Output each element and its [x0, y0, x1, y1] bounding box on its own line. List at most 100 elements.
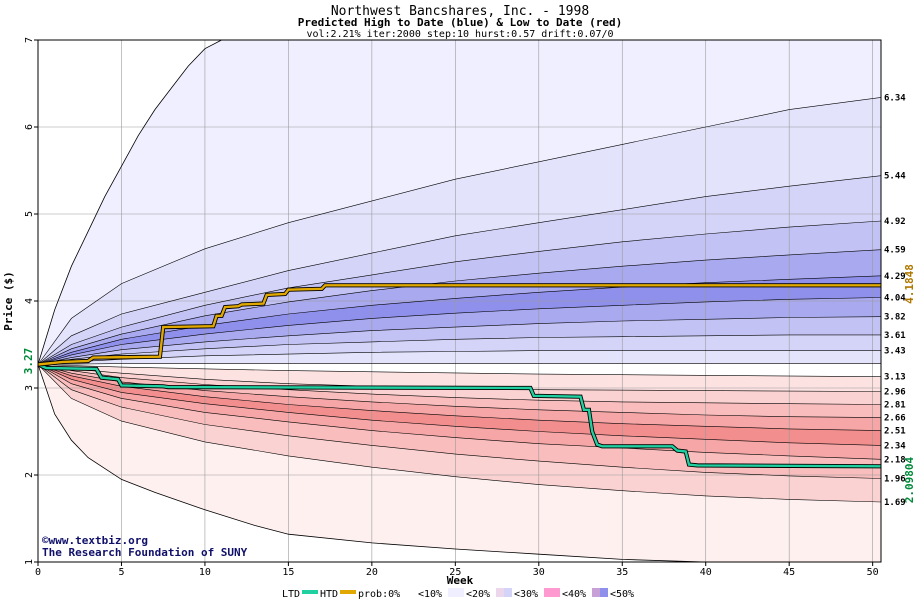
legend-item-label-4: <50% — [610, 589, 634, 600]
band-line-18 — [37, 364, 882, 503]
x-tick-label-40: 40 — [700, 567, 712, 578]
band-fill-high-7 — [38, 334, 881, 365]
band-fill-high-0 — [38, 97, 881, 365]
chart-params: vol:2.21% iter:2000 step:10 hurst:0.57 d… — [306, 29, 613, 40]
band-fill-high-2 — [38, 221, 881, 365]
band-line-outer-low — [37, 364, 706, 563]
band-line-14 — [37, 364, 882, 431]
band-end-label-10: 3.13 — [884, 373, 906, 383]
band-end-label-13: 2.66 — [884, 414, 906, 424]
band-end-label-3: 4.59 — [884, 246, 906, 256]
band-end-label-2: 4.92 — [884, 217, 906, 227]
band-line-5 — [37, 297, 882, 365]
legend-swatch-a-1 — [448, 588, 456, 597]
band-line-10 — [37, 364, 882, 378]
legend-swatch-b-4 — [600, 588, 608, 597]
band-end-label-12: 2.81 — [884, 401, 906, 411]
htd-final-label: 4.1848 — [903, 264, 916, 304]
y-tick-label-4: 4 — [24, 298, 35, 304]
band-fill-high-5 — [38, 297, 881, 365]
ltd-final-label: 2.09804 — [903, 456, 916, 503]
x-tick-label-35: 35 — [616, 567, 628, 578]
band-line-7 — [37, 334, 881, 365]
band-end-label-16: 2.18 — [884, 455, 906, 465]
band-end-label-6: 3.82 — [884, 313, 906, 323]
credit-org: The Research Foundation of SUNY — [42, 546, 248, 559]
band-line-1 — [37, 175, 882, 365]
band-end-label-18: 1.69 — [884, 498, 906, 508]
band-end-label-7: 3.61 — [884, 331, 906, 341]
legend-swatch-a-4 — [592, 588, 600, 597]
y-tick-label-3: 3 — [24, 385, 35, 391]
band-fill-high-outer — [38, 40, 881, 365]
band-fill-low-5 — [38, 364, 881, 460]
legend-swatch-a-0 — [400, 588, 408, 597]
y-tick-label-1: 1 — [24, 559, 35, 565]
band-line-6 — [37, 316, 882, 365]
x-tick-label-5: 5 — [118, 567, 124, 578]
band-end-label-14: 2.51 — [884, 427, 906, 437]
legend-prob-items: <10% <20% <30% <40% <50% — [400, 588, 634, 600]
band-fill-low-1 — [38, 364, 881, 405]
legend-swatch-b-2 — [504, 588, 512, 597]
band-end-label-1: 5.44 — [884, 172, 906, 182]
band-fill-high-6 — [38, 316, 881, 365]
y-tick-label-5: 5 — [24, 211, 35, 217]
band-end-label-17: 1.96 — [884, 474, 906, 484]
legend-swatch-b-0 — [408, 588, 416, 597]
legend-htd-swatch — [340, 590, 356, 594]
legend-item-label-3: <40% — [562, 589, 586, 600]
x-tick-label-50: 50 — [867, 567, 879, 578]
x-tick-label-45: 45 — [783, 567, 795, 578]
y-tick-label-7: 7 — [24, 37, 35, 43]
band-end-label-11: 2.96 — [884, 387, 906, 397]
band-fill-middle — [38, 363, 881, 377]
x-tick-label-20: 20 — [366, 567, 378, 578]
y-tick-label-6: 6 — [24, 124, 35, 130]
band-end-labels: 6.34 5.44 4.92 4.59 4.29 4.04 3.82 3.61 3.43 3.13… — [884, 93, 906, 508]
x-tick-label-0: 0 — [35, 567, 41, 578]
band-fill-low-4 — [38, 364, 881, 446]
legend-swatch-b-3 — [552, 588, 560, 597]
x-tick-label-25: 25 — [449, 567, 461, 578]
band-fill-low-7 — [38, 364, 881, 502]
band-fill-high-8 — [38, 350, 881, 365]
x-tick-label-30: 30 — [533, 567, 545, 578]
band-fill-high-1 — [38, 175, 881, 365]
band-line-outer-high — [37, 39, 222, 365]
credit-url: ©www.textbiz.org — [42, 534, 148, 547]
band-line-8 — [37, 350, 881, 365]
legend-htd-label: HTD — [320, 589, 338, 600]
band-line-0 — [37, 97, 882, 365]
legend-item-label-2: <30% — [514, 589, 538, 600]
band-fill-low-2 — [38, 364, 881, 418]
band-line-15 — [37, 364, 882, 446]
band-end-label-15: 2.34 — [884, 441, 906, 451]
band-end-label-4: 4.29 — [884, 272, 906, 282]
chart-subtitle: Predicted High to Date (blue) & Low to D… — [298, 16, 623, 29]
chart-title: Northwest Bancshares, Inc. - 1998 — [331, 4, 589, 19]
legend-swatch-b-1 — [456, 588, 464, 597]
band-fill-low-outer — [38, 364, 881, 562]
band-line-12 — [37, 364, 882, 405]
legend: LTD HTD prob:0% <10% <20% <30% <40% <50% — [282, 588, 634, 600]
legend-swatch-a-2 — [496, 588, 504, 597]
band-end-label-0: 6.34 — [884, 93, 906, 103]
band-fill-low-0 — [38, 364, 881, 392]
x-axis-label: Week — [447, 574, 474, 587]
band-line-2 — [37, 220, 882, 365]
band-end-label-5: 4.04 — [884, 294, 906, 304]
legend-ltd-label: LTD — [282, 589, 300, 600]
legend-swatch-a-3 — [544, 588, 552, 597]
x-tick-label-10: 10 — [199, 567, 211, 578]
y-tick-label-2: 2 — [24, 472, 35, 478]
band-fill-high-4 — [38, 275, 881, 365]
band-end-label-8: 3.43 — [884, 347, 906, 357]
legend-ltd-swatch — [302, 590, 318, 594]
y-axis-label: Price ($) — [2, 271, 15, 331]
band-line-16 — [37, 364, 882, 460]
band-line-17 — [37, 364, 882, 479]
band-line-4 — [37, 275, 882, 365]
